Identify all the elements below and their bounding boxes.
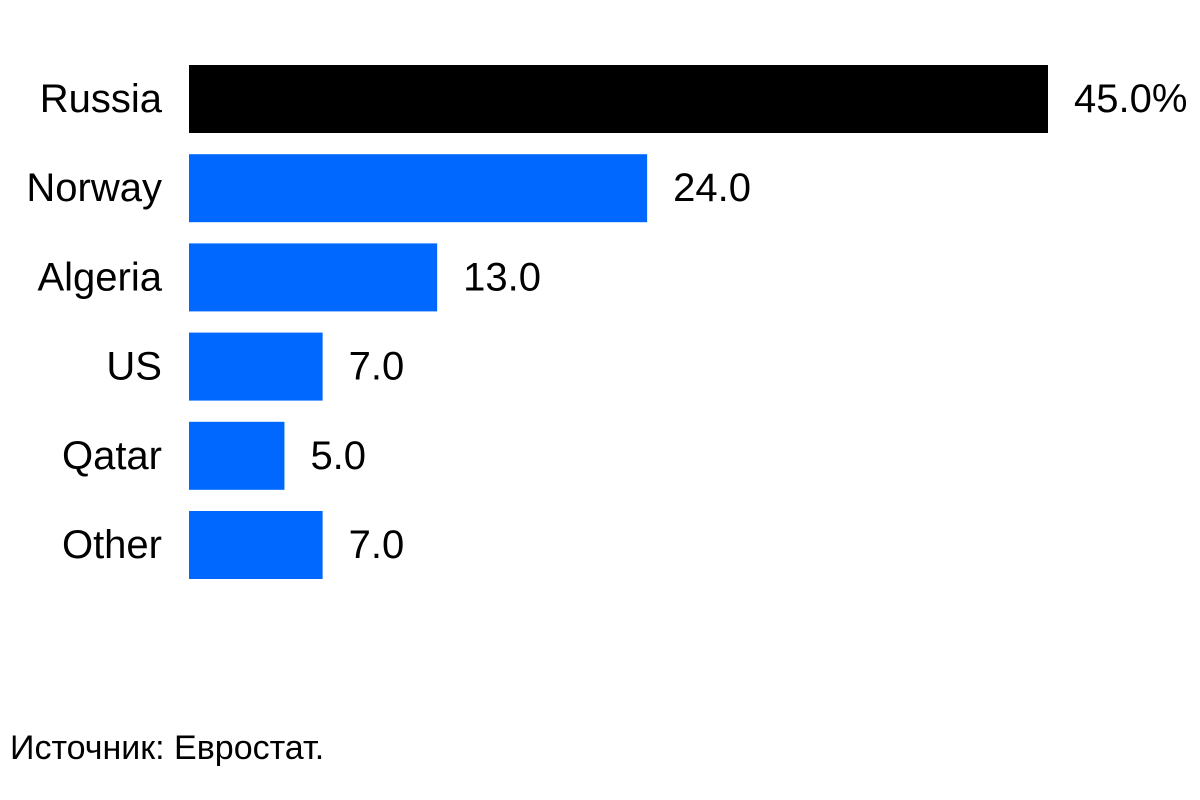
category-label-other: Other [62,523,162,567]
value-labels: 45.0% 24.0 13.0 7.0 5.0 7.0 [310,77,1187,567]
bar-us [189,332,323,401]
bar-qatar [189,421,285,490]
value-label-other: 7.0 [349,523,405,567]
category-label-russia: Russia [40,77,163,121]
value-label-algeria: 13.0 [463,255,541,299]
source-note: Источник: Евростат. [10,729,325,767]
category-label-qatar: Qatar [62,434,162,478]
category-label-norway: Norway [26,166,162,210]
category-labels: Russia Norway Algeria US Qatar Other [26,77,162,567]
value-label-qatar: 5.0 [310,434,366,478]
value-label-norway: 24.0 [673,166,751,210]
category-label-algeria: Algeria [37,255,162,299]
bar-other [189,511,323,579]
bar-algeria [189,243,438,312]
category-label-us: US [106,345,162,389]
bar-norway [189,154,648,223]
value-label-russia: 45.0% [1074,77,1187,121]
bar-russia [189,65,1048,133]
bars-layer [189,65,1048,579]
bar-chart: Russia Norway Algeria US Qatar Other 45.0% 24.… [26,65,1187,579]
value-label-us: 7.0 [349,345,405,389]
